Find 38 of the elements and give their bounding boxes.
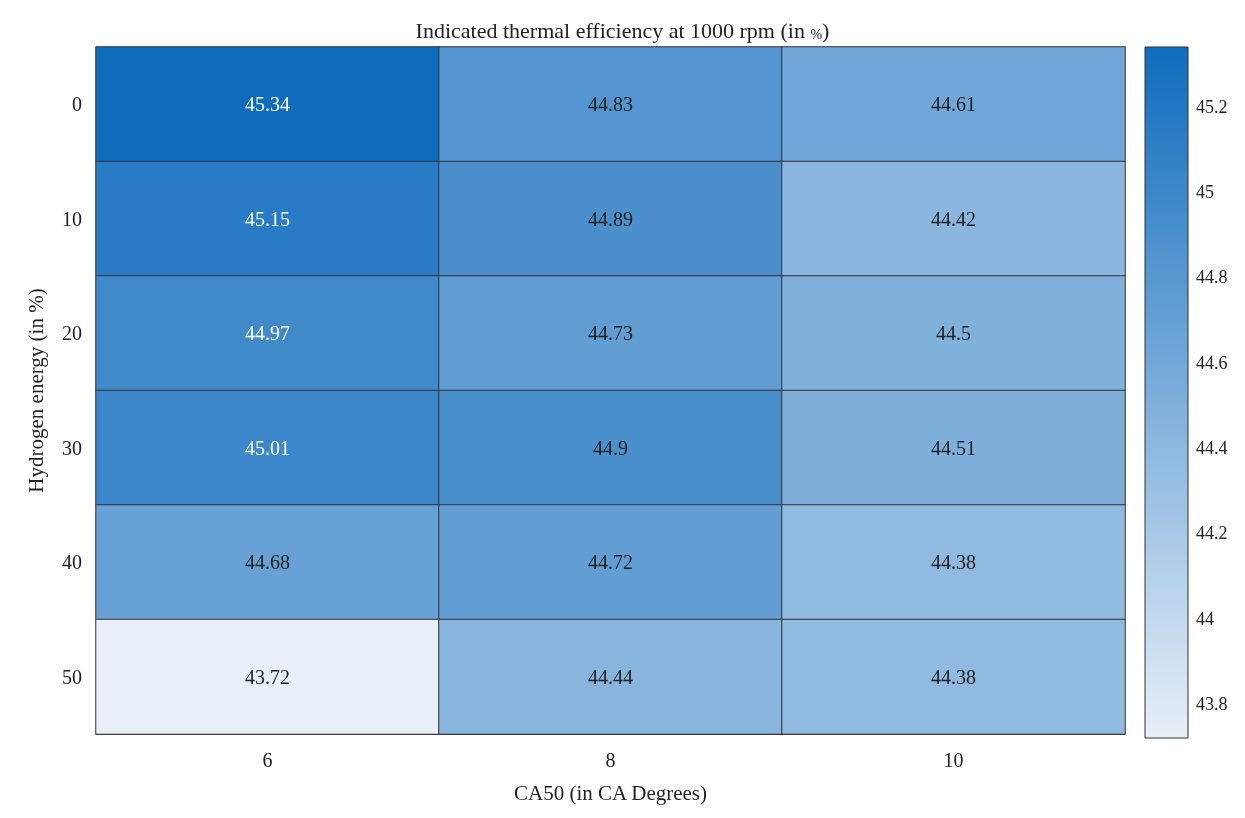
data-label: 44.38 (931, 551, 976, 574)
color-bar-label: 45.2 (1196, 96, 1228, 117)
data-label: 44.9 (593, 436, 628, 459)
color-bar-label: 44.8 (1196, 267, 1228, 288)
color-bar-label: 44 (1196, 608, 1214, 629)
color-bar-label: 43.8 (1196, 693, 1228, 714)
data-label: 44.42 (931, 207, 976, 230)
data-label: 44.44 (588, 665, 633, 688)
x-axis-title: CA50 (in CA Degrees) (513, 780, 708, 805)
data-label: 44.83 (588, 93, 633, 116)
y-tick-label: 0 (72, 93, 82, 116)
data-label: 44.89 (588, 207, 633, 230)
data-label: 45.01 (245, 436, 290, 459)
data-label: 44.61 (931, 93, 976, 116)
chart-title: Indicated thermal efficiency at 1000 rpm (in %) (415, 17, 830, 43)
data-label: 44.97 (245, 322, 290, 345)
data-label: 44.5 (936, 322, 971, 345)
data-label: 45.15 (245, 207, 290, 230)
y-axis-title: Hydrogen energy (in %) (23, 288, 48, 493)
data-label: 43.72 (245, 665, 290, 688)
y-tick-label: 20 (62, 322, 82, 345)
color-bar-label: 44.6 (1196, 352, 1228, 373)
data-label: 44.38 (931, 665, 976, 688)
color-bar-label: 45 (1196, 182, 1214, 203)
x-tick-label: 8 (605, 749, 616, 771)
y-tick-label: 40 (62, 551, 82, 574)
y-tick-label: 30 (62, 436, 82, 459)
color-bar-label: 44.4 (1196, 437, 1228, 458)
color-bar-label: 44.2 (1196, 523, 1228, 544)
y-tick-label: 50 (62, 665, 82, 688)
x-tick-label: 10 (943, 749, 964, 771)
y-tick-label: 10 (62, 207, 82, 230)
x-tick-label: 6 (262, 749, 273, 771)
data-label: 45.34 (245, 93, 290, 116)
data-label: 44.68 (245, 551, 290, 574)
data-label: 44.51 (931, 436, 976, 459)
data-label: 44.73 (588, 322, 633, 345)
data-label: 44.72 (588, 551, 633, 574)
